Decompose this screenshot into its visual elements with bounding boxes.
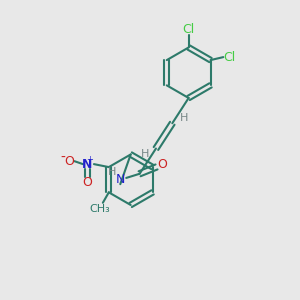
Text: O: O [157, 158, 167, 171]
Text: O: O [82, 176, 92, 189]
Text: Cl: Cl [182, 23, 195, 36]
Text: H: H [140, 149, 149, 159]
Text: H: H [108, 167, 116, 177]
Text: +: + [86, 154, 93, 164]
Text: Cl: Cl [224, 51, 236, 64]
Text: N: N [82, 158, 93, 171]
Text: N: N [116, 173, 125, 186]
Text: H: H [179, 113, 188, 123]
Text: O: O [64, 154, 74, 168]
Text: -: - [61, 151, 65, 165]
Text: CH₃: CH₃ [89, 204, 110, 214]
